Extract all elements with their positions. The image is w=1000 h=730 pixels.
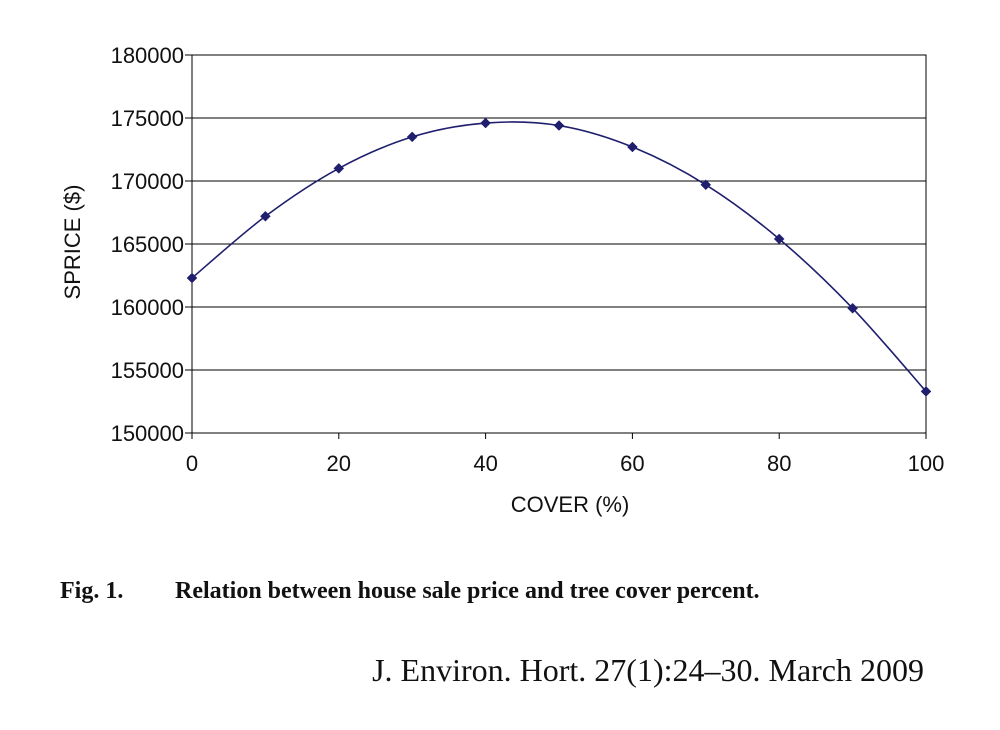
chart: 150000 155000 160000 165000 170000 175000 1800… (60, 43, 944, 517)
y-tick-label: 170000 (111, 169, 184, 194)
data-point-marker (700, 179, 712, 191)
data-point-marker (260, 210, 271, 222)
plot-frame (191, 54, 927, 434)
series-line (191, 121, 927, 392)
figure-caption: Fig. 1. Relation between house sale price… (60, 578, 760, 605)
data-point-marker (920, 386, 932, 397)
y-axis-title: SPRICE ($) (60, 185, 85, 300)
x-axis-title: COVER (%) (511, 492, 630, 517)
x-tick-label: 80 (767, 451, 791, 476)
y-tick-label: 165000 (111, 232, 184, 257)
data-point-marker (773, 233, 785, 245)
grid-lines (192, 54, 926, 371)
y-tick-label: 150000 (111, 421, 184, 446)
data-point-marker (627, 141, 638, 153)
y-tick-labels: 150000 155000 160000 165000 170000 175000 1800… (111, 43, 184, 446)
x-tick-label: 60 (620, 451, 644, 476)
x-tick-label: 40 (473, 451, 497, 476)
x-tick-label: 100 (908, 451, 945, 476)
x-tick-label: 0 (186, 451, 198, 476)
x-tick-label: 20 (327, 451, 351, 476)
figure-number: Fig. 1. (60, 578, 124, 604)
figure-caption-text: Relation between house sale price and tr… (175, 578, 760, 604)
data-point-marker (406, 131, 418, 143)
data-point-marker (480, 117, 491, 129)
data-point-marker (553, 120, 565, 131)
x-tick-labels: 0 20 40 60 80 100 (186, 451, 944, 476)
series (186, 117, 932, 397)
y-tick-label: 160000 (111, 295, 184, 320)
data-point-marker (186, 272, 198, 284)
y-tick-label: 155000 (111, 358, 184, 383)
y-tick-label: 175000 (111, 106, 184, 131)
y-tick-label: 180000 (111, 43, 184, 68)
data-point-marker (333, 163, 345, 174)
data-point-marker (847, 302, 858, 314)
journal-citation: J. Environ. Hort. 27(1):24–30. March 200… (372, 652, 924, 688)
axes (185, 54, 927, 439)
